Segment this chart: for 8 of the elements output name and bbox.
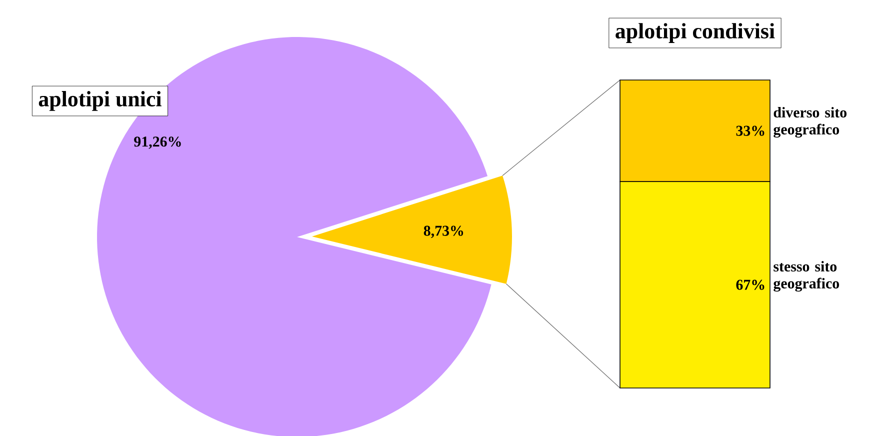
series-label: diverso sito geografico (774, 107, 847, 138)
data-label: 8,73% (424, 226, 464, 238)
data-label: 33% (736, 126, 764, 136)
chart-title: aplotipi condivisi (616, 23, 775, 43)
data-label: 91,26% (134, 136, 181, 149)
slice-label: aplotipi unici (38, 91, 162, 111)
series-label: stesso sito geografico (774, 261, 840, 292)
data-label: 67% (736, 280, 764, 290)
